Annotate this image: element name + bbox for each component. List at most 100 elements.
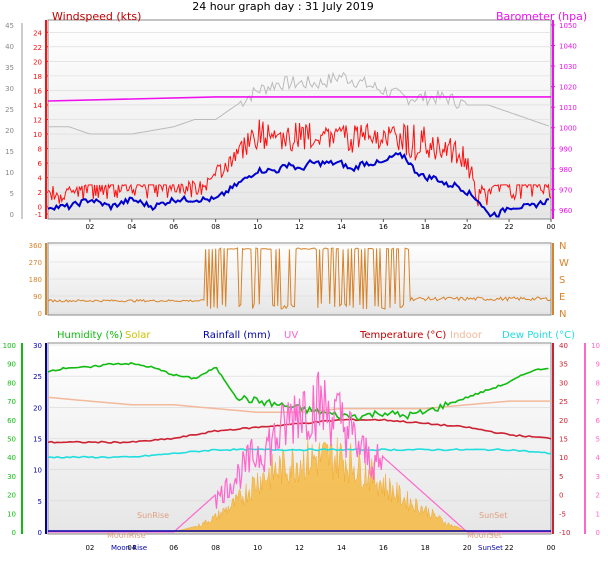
- humidity-tick-label: 30: [7, 473, 16, 481]
- uv-tick-label: 4: [596, 454, 601, 462]
- weather-x-tick-label: 08: [211, 544, 220, 552]
- weather-x-tick-label: 04: [127, 544, 136, 552]
- wind-outer-tick-label: 35: [5, 64, 14, 72]
- baro-tick-label: 970: [559, 186, 572, 194]
- windspeed-line: [47, 119, 552, 207]
- hi-baro-trace: [48, 71, 550, 135]
- temp-tick-label: -5: [559, 510, 566, 518]
- wind-outer-tick-label: 25: [5, 106, 14, 114]
- wind-tick-label: 22: [33, 44, 42, 52]
- baro-tick-label: 1020: [559, 84, 577, 92]
- wind-outer-tick-label: 15: [5, 148, 14, 156]
- temp-tick-label: 20: [559, 417, 568, 425]
- weather-x-tick-label: 10: [253, 544, 262, 552]
- direction-tick-label: 180: [29, 276, 42, 284]
- rain-tick-label: 20: [33, 404, 42, 412]
- temperature-line: [47, 418, 552, 444]
- weather-x-tick-label: 02: [85, 544, 94, 552]
- wind-x-tick-label: 02: [85, 223, 94, 231]
- sunrise-label: SunRise: [137, 511, 169, 520]
- wind-tick-label: 14: [33, 102, 42, 110]
- uv-tick-label: 1: [596, 510, 600, 518]
- humidity-tick-label: 40: [7, 454, 16, 462]
- direction-tick-label: 270: [29, 259, 42, 267]
- wind-outer-tick-label: 0: [10, 211, 14, 219]
- wind-x-tick-label: 04: [127, 223, 136, 231]
- weather-x-tick-label: 14: [337, 544, 346, 552]
- baro-tick-label: 1050: [559, 22, 577, 30]
- temp-tick-label: 10: [559, 454, 568, 462]
- humidity-tick-label: 50: [7, 436, 16, 444]
- wind-tick-label: 24: [33, 29, 42, 37]
- direction-tick-label: 90: [33, 293, 42, 301]
- humidity-tick-label: 10: [7, 510, 16, 518]
- uv-tick-label: 5: [596, 436, 600, 444]
- baro-tick-label: 1040: [559, 43, 577, 51]
- wind-x-tick-label: 18: [421, 223, 430, 231]
- legend-entry: UV: [284, 330, 298, 341]
- baro-tick-label: 1010: [559, 104, 577, 112]
- baro-label: Barometer (hpa): [496, 10, 587, 23]
- wind-x-tick-label: 00: [547, 223, 556, 231]
- legend-entry: Indoor: [450, 330, 483, 341]
- compass-label: S: [559, 275, 565, 286]
- wind-x-tick-label: 12: [295, 223, 304, 231]
- temp-tick-label: -10: [559, 529, 570, 537]
- weather-x-tick-label: 20: [463, 544, 472, 552]
- temp-tick-label: 5: [559, 473, 563, 481]
- uv-tick-label: 0: [596, 529, 600, 537]
- wind-average-line: [47, 151, 549, 218]
- wind-outer-tick-label: 10: [5, 169, 14, 177]
- wind-label: Windspeed (kts): [52, 10, 141, 23]
- uv-tick-label: 6: [596, 417, 601, 425]
- direction-line: [47, 247, 552, 310]
- baro-tick-label: 960: [559, 207, 572, 215]
- wind-outer-tick-label: 45: [5, 22, 14, 30]
- wind-tick-label: 16: [33, 87, 42, 95]
- humidity-tick-label: 80: [7, 379, 16, 387]
- baro-tick-label: 1000: [559, 125, 577, 133]
- baro-line: [47, 96, 551, 102]
- wind-tick-label: 0: [38, 204, 42, 212]
- weather-x-tick-label: 18: [421, 544, 430, 552]
- sunset-axis-label: SunSet: [478, 544, 503, 552]
- uv-tick-label: 8: [596, 379, 600, 387]
- wind-x-tick-label: 14: [337, 223, 346, 231]
- humidity-tick-label: 90: [7, 361, 16, 369]
- rain-tick-label: 10: [33, 467, 42, 475]
- humidity-tick-label: 20: [7, 492, 16, 500]
- uv-tick-label: 3: [596, 473, 600, 481]
- compass-label: W: [559, 258, 569, 269]
- temp-tick-label: 15: [559, 436, 568, 444]
- wind-tick-label: 6: [38, 160, 43, 168]
- dew-point-line: [48, 448, 552, 459]
- compass-label: E: [559, 292, 565, 303]
- humidity-tick-label: 60: [7, 417, 16, 425]
- humidity-tick-label: 100: [3, 342, 16, 350]
- direction-tick-label: 360: [29, 242, 42, 250]
- rain-tick-label: 0: [38, 529, 42, 537]
- wind-outer-tick-label: 5: [10, 190, 14, 198]
- moonset-label: MoonSet: [467, 531, 502, 540]
- legend-entry: Solar: [125, 330, 151, 341]
- weather-x-tick-label: 16: [379, 544, 388, 552]
- rain-tick-label: 15: [33, 436, 42, 444]
- uv-tick-label: 9: [596, 361, 600, 369]
- wind-x-tick-label: 22: [505, 223, 514, 231]
- moon-rise-axis-label: Moon Rise: [111, 544, 147, 552]
- baro-tick-label: 1030: [559, 63, 577, 71]
- uv-tick-label: 10: [591, 342, 600, 350]
- compass-label: N: [559, 309, 566, 320]
- compass-label: N: [559, 241, 566, 252]
- weather-x-tick-label: 12: [295, 544, 304, 552]
- wind-x-tick-label: 08: [211, 223, 220, 231]
- wind-tick-label: 8: [38, 146, 42, 154]
- legend-entry: Dew Point (°C): [502, 330, 575, 341]
- rain-tick-label: 30: [33, 342, 42, 350]
- wind-outer-tick-label: 20: [5, 127, 14, 135]
- sunset-label: SunSet: [479, 511, 507, 520]
- wind-tick-label: 12: [33, 117, 42, 125]
- wind-x-tick-label: 20: [463, 223, 472, 231]
- direction-tick-label: 0: [38, 310, 42, 318]
- wind-tick-label: 20: [33, 58, 42, 66]
